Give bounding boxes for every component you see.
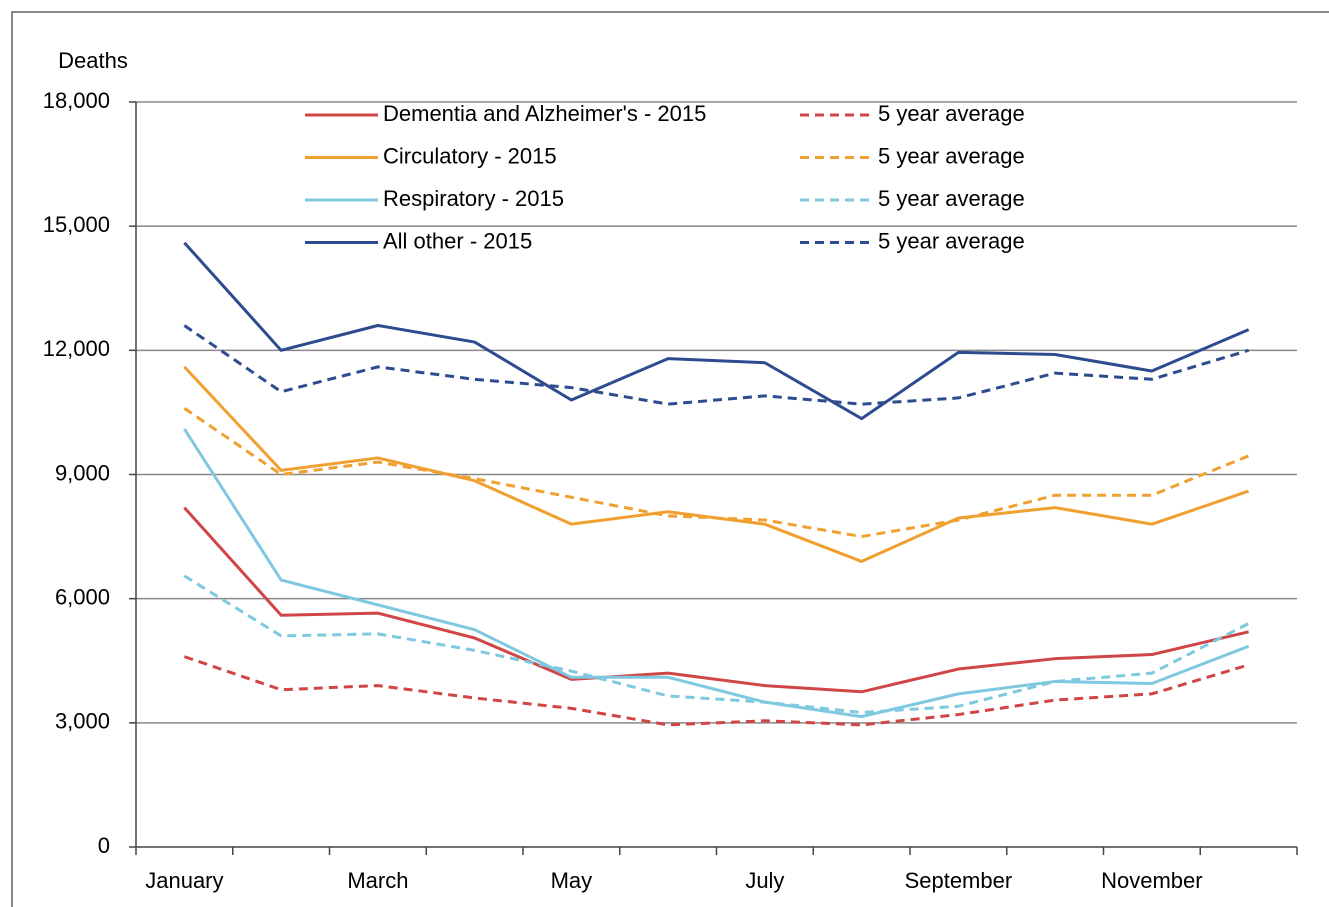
legend-label: All other - 2015 <box>383 228 532 253</box>
y-tick-label: 6,000 <box>55 584 110 609</box>
y-tick-label: 0 <box>98 833 110 858</box>
line-series <box>183 506 1249 694</box>
legend-label: Dementia and Alzheimer's - 2015 <box>383 101 706 126</box>
line-series <box>183 574 1250 714</box>
y-tick-label: 15,000 <box>43 212 110 237</box>
y-tick-label: 12,000 <box>43 336 110 361</box>
y-tick-label: 9,000 <box>55 460 110 485</box>
x-tick-label: November <box>1101 868 1202 893</box>
legend-label: Circulatory - 2015 <box>383 143 557 168</box>
x-tick-label: January <box>145 868 223 893</box>
x-tick-label: March <box>347 868 408 893</box>
x-tick-label: September <box>905 868 1013 893</box>
x-tick-label: May <box>551 868 593 893</box>
line-series <box>183 655 1250 727</box>
legend-label: 5 year average <box>878 143 1025 168</box>
y-axis-label: Deaths <box>58 48 128 73</box>
line-series <box>183 428 1250 719</box>
line-series <box>183 365 1250 563</box>
x-tick-label: July <box>745 868 784 893</box>
legend-label: Respiratory - 2015 <box>383 186 564 211</box>
legend-label: 5 year average <box>878 228 1025 253</box>
y-tick-label: 3,000 <box>55 709 110 734</box>
line-series <box>183 407 1250 539</box>
line-series <box>183 241 1250 421</box>
frame <box>11 11 1329 907</box>
line-series <box>183 324 1250 406</box>
y-tick-label: 18,000 <box>43 88 110 113</box>
legend-label: 5 year average <box>878 101 1025 126</box>
legend-label: 5 year average <box>878 186 1025 211</box>
